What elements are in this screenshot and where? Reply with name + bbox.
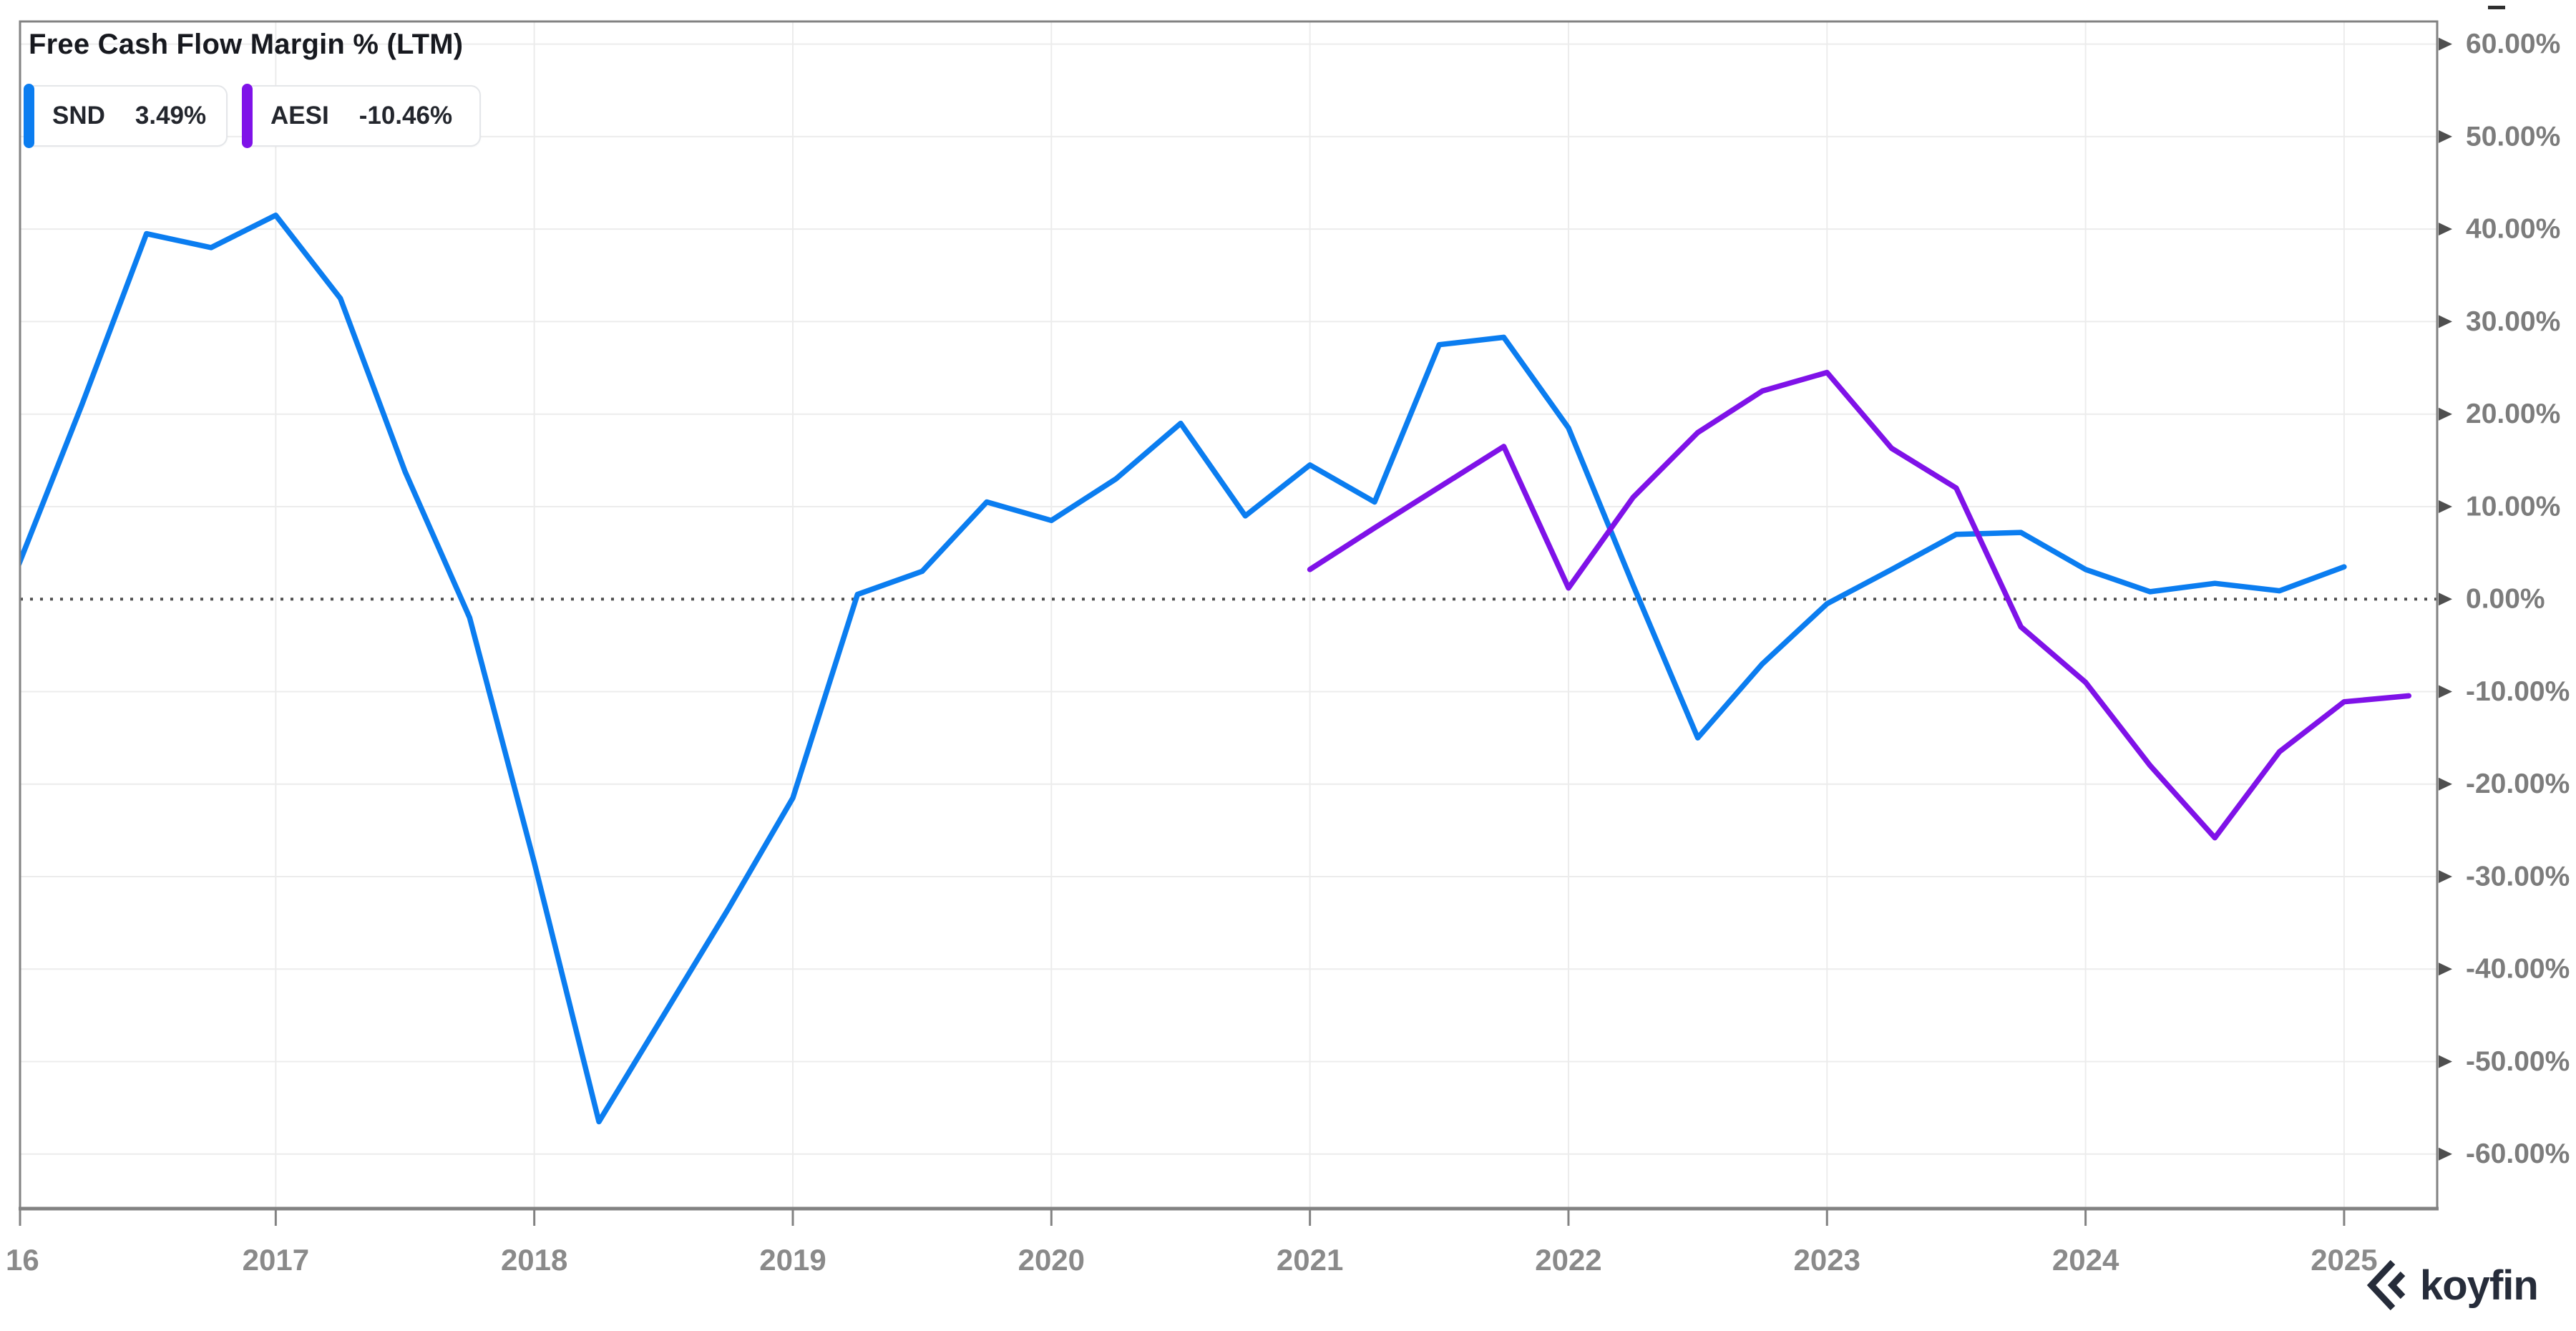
gridlines	[20, 21, 2437, 1209]
x-tick-label: 16	[6, 1243, 39, 1277]
y-tick-arrow-icon	[2439, 1147, 2452, 1161]
y-tick-label: -60.00%	[2466, 1139, 2570, 1169]
y-tick-label: -20.00%	[2466, 769, 2570, 799]
y-tick-label: -50.00%	[2466, 1046, 2570, 1077]
x-tick-label: 2018	[501, 1243, 567, 1277]
page-title: Free Cash Flow Margin % (LTM)	[29, 29, 464, 60]
y-tick-label: 40.00%	[2466, 214, 2560, 245]
plot-border	[19, 20, 2439, 1210]
x-tick-label: 2025	[2311, 1243, 2377, 1277]
x-tick-label: 2017	[243, 1243, 309, 1277]
x-axis: 16 2017 2018 2019 2020 2021 2022 2023 2024 2025	[6, 1209, 2378, 1277]
y-tick-label: 30.00%	[2466, 306, 2560, 337]
aesi-ticker-label: AESI	[270, 102, 329, 130]
y-tick-arrow-icon	[2439, 130, 2452, 143]
y-tick-arrow-icon	[2439, 869, 2452, 883]
y-tick-arrow-icon	[2439, 499, 2452, 513]
line-snd	[20, 213, 2347, 1125]
x-tick-label: 2021	[1277, 1243, 1343, 1277]
corner-dash	[2488, 6, 2505, 9]
koyfin-watermark: koyfin	[2366, 1258, 2539, 1312]
koyfin-logo-icon	[2366, 1259, 2406, 1311]
y-tick-arrow-icon	[2439, 685, 2452, 698]
y-tick-label: 50.00%	[2466, 121, 2560, 152]
x-tick-label: 2023	[1794, 1243, 1860, 1277]
x-tick-label: 2022	[1535, 1243, 1601, 1277]
legend-chip-snd[interactable]: SND 3.49%	[24, 84, 228, 148]
y-tick-arrow-icon	[2439, 962, 2452, 976]
snd-ticker-label: SND	[52, 102, 105, 130]
koyfin-logo-text: koyfin	[2420, 1262, 2539, 1309]
y-tick-label: 0.00%	[2466, 584, 2545, 615]
y-tick-label: -10.00%	[2466, 676, 2570, 707]
y-tick-arrow-icon	[2439, 593, 2452, 606]
y-tick-label: 60.00%	[2466, 29, 2560, 59]
snd-color-bar	[24, 84, 34, 148]
x-tick-label: 2024	[2052, 1243, 2119, 1277]
series-lines	[20, 213, 2412, 1125]
y-tick-arrow-icon	[2439, 1055, 2452, 1068]
y-tick-label: 10.00%	[2466, 491, 2560, 522]
y-tick-label: -40.00%	[2466, 954, 2570, 985]
x-tick-label: 2019	[759, 1243, 826, 1277]
y-tick-arrow-icon	[2439, 777, 2452, 791]
y-tick-arrow-icon	[2439, 223, 2452, 236]
y-tick-arrow-icon	[2439, 407, 2452, 421]
y-tick-label: 20.00%	[2466, 399, 2560, 429]
y-tick-arrow-icon	[2439, 315, 2452, 328]
y-tick-arrow-icon	[2439, 37, 2452, 51]
line-aesi	[1307, 369, 2412, 841]
y-tick-label: -30.00%	[2466, 861, 2570, 892]
aesi-color-bar	[242, 84, 253, 148]
legend-chip-aesi[interactable]: AESI -10.46%	[242, 84, 481, 148]
y-axis: 60.00% 50.00% 40.00% 30.00% 20.00% 10.00% 0.00…	[2439, 29, 2570, 1169]
x-tick-label: 2020	[1018, 1243, 1085, 1277]
snd-value-label: 3.49%	[135, 102, 207, 130]
aesi-value-label: -10.46%	[358, 102, 453, 130]
